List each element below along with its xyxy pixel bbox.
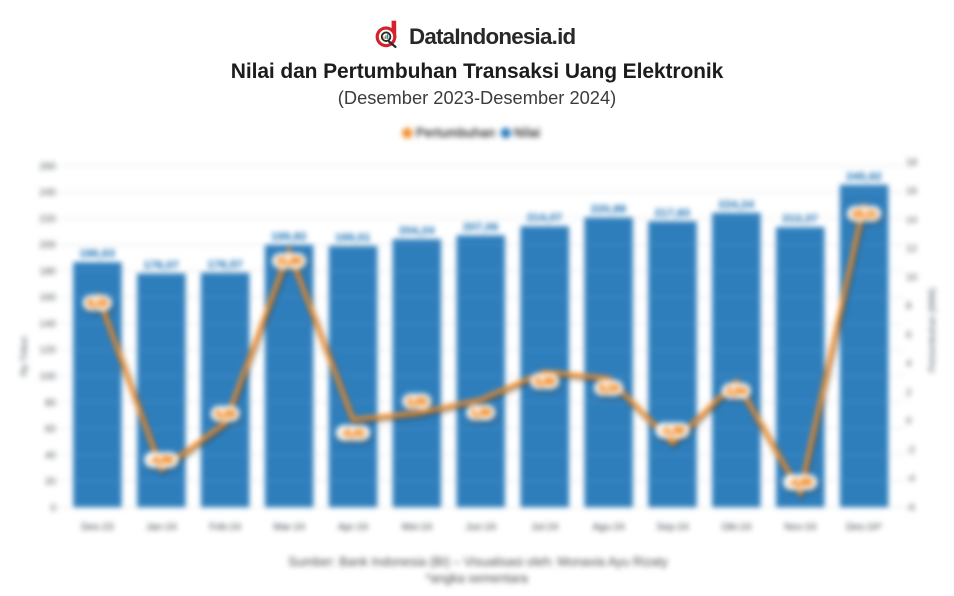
svg-text:Jun-24: Jun-24 [466,522,497,533]
svg-text:10: 10 [906,272,918,283]
svg-text:240: 240 [39,188,56,199]
svg-text:207,06: 207,06 [463,221,498,233]
svg-text:213,37: 213,37 [783,213,818,225]
svg-text:178,57: 178,57 [207,259,242,271]
svg-text:6: 6 [906,330,912,341]
svg-text:8,15: 8,15 [87,298,107,310]
svg-text:0,28: 0,28 [215,408,235,420]
svg-text:3,18: 3,18 [598,383,618,395]
svg-text:178,07: 178,07 [144,260,179,272]
svg-text:11,90: 11,90 [276,256,302,268]
svg-text:Nov-24: Nov-24 [784,522,817,533]
svg-text:200: 200 [39,240,56,251]
svg-text:1,38: 1,38 [471,407,491,419]
svg-text:14: 14 [906,215,918,226]
svg-text:260: 260 [39,161,56,172]
svg-text:Des-23: Des-23 [81,522,114,533]
svg-text:20: 20 [45,477,57,488]
svg-text:Pertumbuhan (MtM): Pertumbuhan (MtM) [927,288,938,372]
svg-text:60: 60 [45,424,57,435]
svg-text:8: 8 [906,301,912,312]
svg-text:217,83: 217,83 [655,207,690,219]
svg-text:Feb-24: Feb-24 [209,522,241,533]
svg-text:Sumber: Bank Indonesia (BI) –: Sumber: Bank Indonesia (BI) – Visualisas… [288,555,668,569]
svg-text:Jan-24: Jan-24 [146,522,177,533]
svg-text:Jul-24: Jul-24 [531,522,559,533]
svg-text:-1,38: -1,38 [661,425,685,437]
svg-text:0: 0 [50,503,56,514]
svg-text:186,63: 186,63 [80,248,115,260]
svg-text:204,24: 204,24 [399,225,434,237]
svg-text:100: 100 [39,372,56,383]
svg-text:140: 140 [39,319,56,330]
svg-text:15,11: 15,11 [851,208,877,220]
svg-text:-0,41: -0,41 [341,428,365,440]
svg-text:-4,85: -4,85 [789,477,813,489]
svg-text:0: 0 [906,416,912,427]
svg-text:Mar-24: Mar-24 [273,522,305,533]
svg-text:-4,59: -4,59 [150,455,174,467]
svg-text:12: 12 [906,244,918,255]
svg-text:Pertumbuhan: Pertumbuhan [416,126,495,140]
svg-text:160: 160 [39,293,56,304]
svg-text:199,82: 199,82 [271,231,306,243]
svg-text:3,39: 3,39 [535,376,555,388]
svg-text:224,24: 224,24 [719,199,754,211]
svg-text:80: 80 [45,398,57,409]
svg-text:Sep-24: Sep-24 [656,522,689,533]
svg-text:16: 16 [906,186,918,197]
svg-text:2,63: 2,63 [407,396,427,408]
svg-text:Mei-24: Mei-24 [402,522,433,533]
svg-text:-6: -6 [906,502,915,513]
svg-text:18: 18 [906,157,918,168]
svg-text:2: 2 [906,387,912,398]
svg-text:*angka sementara: *angka sementara [426,571,528,585]
svg-text:Rp Triliun: Rp Triliun [19,336,30,376]
svg-text:Agu-24: Agu-24 [592,522,625,533]
svg-text:2,94: 2,94 [726,386,747,398]
svg-text:220,88: 220,88 [591,203,626,215]
svg-text:Apr-24: Apr-24 [338,522,368,533]
svg-text:4: 4 [906,359,912,370]
svg-text:-4: -4 [906,474,915,485]
svg-text:245,62: 245,62 [846,171,881,183]
svg-text:-2: -2 [906,445,915,456]
svg-text:214,07: 214,07 [527,212,562,224]
svg-text:40: 40 [45,450,57,461]
svg-text:180: 180 [39,266,56,277]
svg-text:220: 220 [39,214,56,225]
svg-text:Des-24*: Des-24* [846,522,882,533]
svg-text:199,01: 199,01 [335,232,370,244]
svg-text:120: 120 [39,345,56,356]
svg-text:Okt-24: Okt-24 [721,522,751,533]
svg-text:Nilai: Nilai [514,126,540,140]
